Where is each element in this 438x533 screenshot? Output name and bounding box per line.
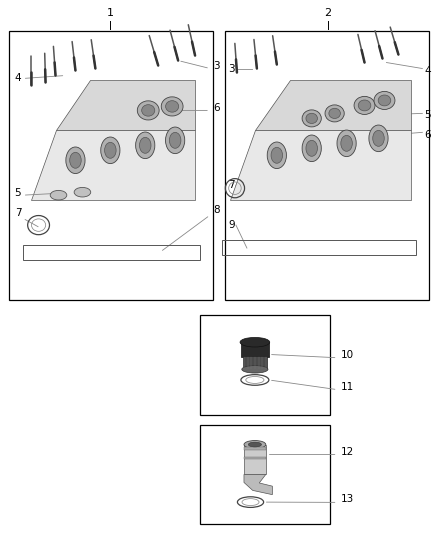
Ellipse shape (50, 190, 67, 200)
Ellipse shape (302, 110, 321, 127)
Polygon shape (244, 474, 272, 495)
Ellipse shape (161, 97, 183, 116)
Bar (244, 445, 266, 474)
Polygon shape (31, 131, 195, 200)
Text: 5: 5 (14, 188, 21, 198)
Ellipse shape (369, 125, 388, 151)
Text: 11: 11 (341, 382, 354, 392)
Ellipse shape (306, 140, 318, 156)
Ellipse shape (248, 442, 261, 447)
Ellipse shape (70, 152, 81, 168)
Ellipse shape (306, 114, 318, 124)
Text: 4: 4 (424, 66, 431, 76)
Ellipse shape (373, 131, 384, 147)
Bar (243, 356, 267, 369)
Text: 12: 12 (341, 447, 354, 457)
Ellipse shape (329, 108, 340, 118)
Text: 7: 7 (14, 208, 21, 218)
Text: 9: 9 (228, 220, 235, 230)
Ellipse shape (374, 91, 395, 109)
Text: 13: 13 (341, 495, 354, 504)
Ellipse shape (136, 132, 155, 159)
Text: 6: 6 (424, 131, 431, 140)
Ellipse shape (166, 101, 179, 112)
Polygon shape (230, 131, 411, 200)
Ellipse shape (358, 100, 371, 111)
Ellipse shape (139, 138, 151, 154)
Ellipse shape (240, 337, 270, 347)
Polygon shape (255, 80, 411, 131)
Text: 10: 10 (341, 350, 354, 360)
Bar (225, 30, 429, 300)
Polygon shape (56, 80, 195, 131)
Text: 3: 3 (213, 61, 219, 70)
Text: 4: 4 (14, 74, 21, 84)
Text: 1: 1 (107, 7, 114, 18)
Text: 2: 2 (324, 7, 331, 18)
Ellipse shape (166, 127, 185, 154)
Ellipse shape (74, 188, 91, 197)
Ellipse shape (325, 105, 344, 122)
Ellipse shape (244, 441, 266, 449)
Ellipse shape (141, 104, 155, 116)
Ellipse shape (271, 147, 283, 163)
Bar (244, 457, 266, 459)
Ellipse shape (242, 366, 268, 373)
Ellipse shape (137, 101, 159, 120)
Text: 7: 7 (228, 180, 235, 190)
Text: 8: 8 (213, 205, 219, 215)
Ellipse shape (101, 137, 120, 164)
Ellipse shape (66, 147, 85, 174)
Ellipse shape (341, 135, 352, 151)
Bar (241, 342, 269, 357)
Bar (200, 425, 330, 524)
Text: 3: 3 (228, 63, 235, 74)
Bar (244, 447, 266, 449)
Text: 6: 6 (213, 103, 219, 114)
Text: 5: 5 (424, 110, 431, 120)
Ellipse shape (378, 95, 391, 106)
Ellipse shape (267, 142, 286, 168)
Bar (200, 315, 330, 415)
Ellipse shape (170, 132, 181, 148)
Ellipse shape (337, 130, 356, 157)
Bar (9, 30, 213, 300)
Ellipse shape (354, 96, 375, 115)
Ellipse shape (302, 135, 321, 161)
Ellipse shape (105, 142, 116, 158)
